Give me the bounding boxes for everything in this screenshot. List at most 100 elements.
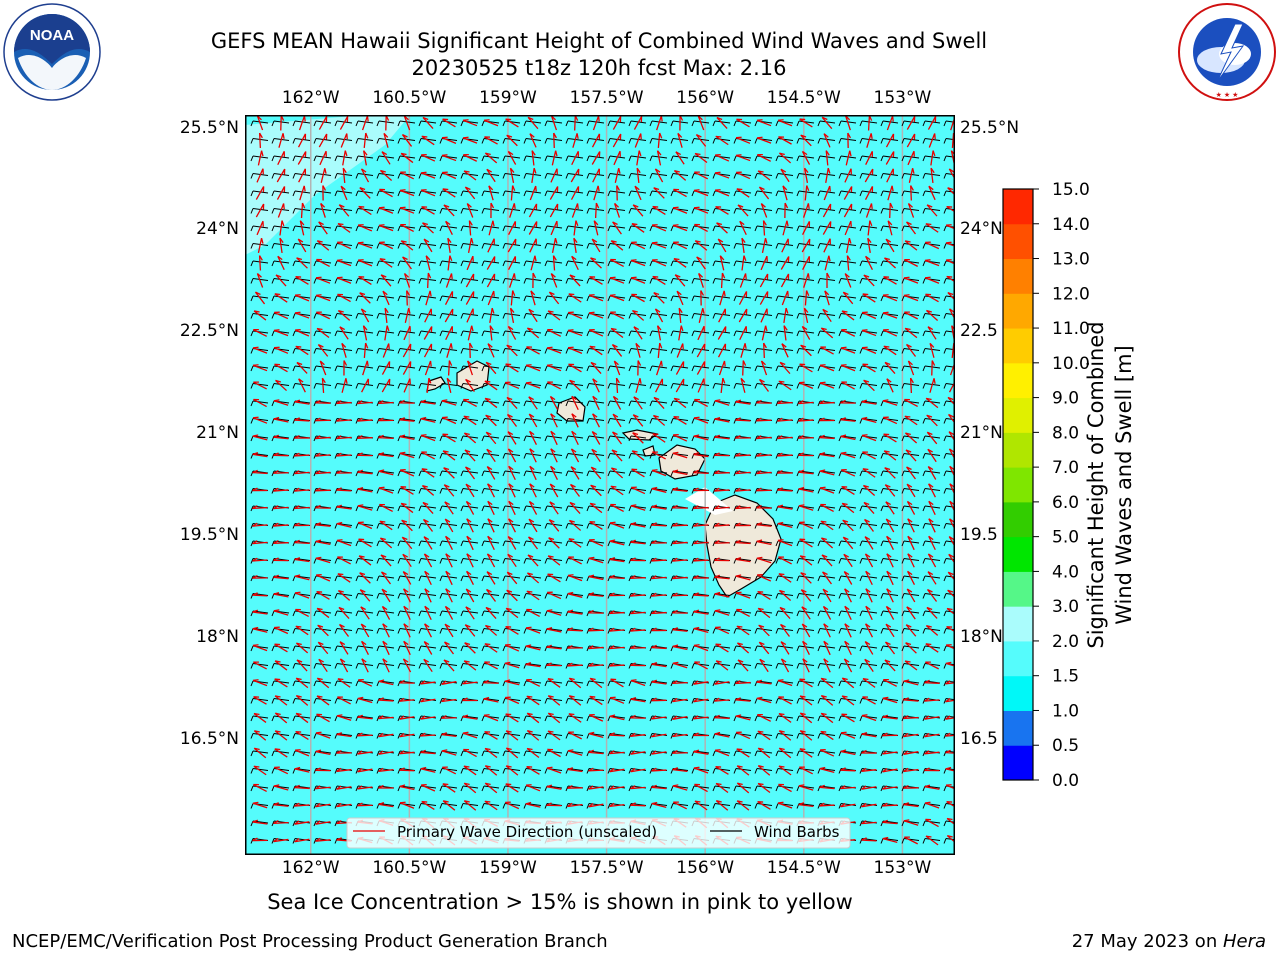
wave-arrow — [799, 748, 813, 758]
wave-arrow — [757, 590, 771, 600]
wind-barb — [313, 208, 332, 214]
wave-arrow — [803, 167, 809, 183]
colorbar-bin — [1003, 258, 1033, 294]
wave-arrow — [906, 133, 916, 148]
wave-arrow — [424, 308, 432, 323]
wave-arrow — [672, 206, 688, 214]
wave-arrow — [424, 588, 432, 603]
wave-arrow — [462, 731, 478, 739]
wind-barb — [418, 610, 437, 617]
wave-arrow — [757, 730, 771, 741]
wave-arrow — [318, 116, 328, 130]
wave-arrow — [798, 521, 814, 530]
wave-arrow — [777, 504, 793, 510]
wave-arrow — [380, 554, 392, 567]
wind-barb — [544, 435, 563, 442]
wave-arrow — [778, 730, 792, 741]
wave-arrow — [442, 800, 456, 811]
wave-arrow — [507, 448, 517, 463]
wave-arrow — [631, 309, 645, 321]
wave-arrow — [611, 431, 623, 445]
wind-barb — [607, 400, 626, 407]
wave-arrow — [253, 712, 267, 723]
wind-barb — [922, 593, 941, 599]
wind-barb — [607, 435, 626, 442]
wave-arrow — [885, 238, 895, 253]
wave-arrow — [714, 697, 730, 702]
wind-barb — [859, 645, 878, 652]
wind-barb — [901, 663, 920, 669]
wave-arrow — [714, 434, 730, 440]
wind-barb — [544, 750, 563, 757]
wave-arrow — [256, 220, 264, 236]
wave-arrow — [675, 151, 685, 165]
colorbar-tick-label: 10.0 — [1052, 354, 1090, 374]
wave-arrow — [400, 223, 414, 232]
wave-arrow — [756, 417, 772, 422]
wave-arrow — [741, 255, 747, 271]
wind-barb — [376, 663, 395, 669]
wind-barb — [628, 330, 647, 337]
wave-arrow — [274, 363, 288, 373]
wave-arrow — [882, 294, 898, 302]
wave-arrow — [315, 294, 331, 302]
wind-barb — [817, 575, 836, 582]
wind-barb — [628, 400, 647, 407]
wave-arrow — [904, 327, 918, 339]
wave-arrow — [693, 206, 709, 214]
wind-barb — [460, 383, 479, 389]
wave-arrow — [715, 782, 729, 794]
wind-barb — [712, 120, 731, 127]
wind-barb — [922, 540, 941, 547]
wind-barb — [418, 505, 437, 512]
wave-arrow — [672, 644, 688, 651]
wind-barb — [502, 628, 521, 634]
wave-arrow — [300, 202, 306, 219]
wind-barb — [439, 593, 458, 599]
wind-barb — [397, 645, 416, 652]
wave-arrow — [483, 119, 499, 127]
wave-arrow — [845, 115, 851, 131]
wave-arrow — [693, 416, 709, 424]
wave-arrow — [714, 609, 730, 616]
wave-arrow — [756, 556, 772, 564]
wave-arrow — [588, 574, 604, 581]
wave-arrow — [882, 767, 898, 773]
lat-label-left: 24°N — [196, 219, 239, 240]
wave-arrow — [609, 662, 625, 667]
wave-arrow — [572, 133, 579, 148]
wave-arrow — [275, 379, 287, 392]
wave-arrow — [399, 171, 415, 180]
wave-arrow — [715, 206, 729, 215]
wave-arrow — [777, 400, 793, 405]
wind-barb — [523, 453, 542, 459]
wave-arrow — [844, 273, 852, 288]
wave-arrow — [884, 467, 896, 479]
colorbar-tick-label: 15.0 — [1052, 180, 1090, 200]
lat-label-right: 21°N — [960, 423, 1003, 444]
wave-arrow — [735, 154, 751, 162]
wave-arrow — [928, 535, 936, 551]
wave-arrow — [463, 660, 477, 671]
wind-barb — [439, 505, 458, 512]
wind-barb — [523, 540, 542, 547]
wind-barb — [250, 750, 269, 757]
lat-label-left: 16.5°N — [179, 728, 239, 749]
wave-arrow — [883, 433, 897, 443]
wave-arrow — [651, 767, 667, 772]
wind-barb — [439, 225, 458, 232]
wave-arrow — [489, 325, 494, 341]
wind-barb — [502, 418, 521, 424]
wave-arrow — [696, 361, 706, 375]
wave-arrow — [589, 345, 603, 356]
wave-arrow — [820, 712, 834, 724]
wave-arrow — [861, 329, 877, 337]
wave-arrow — [279, 220, 285, 236]
wave-arrow — [693, 732, 709, 737]
wave-arrow — [274, 730, 288, 741]
wave-arrow — [842, 519, 854, 532]
wave-arrow — [382, 343, 390, 358]
wave-arrow — [378, 400, 394, 405]
wave-arrow — [903, 276, 919, 284]
wave-arrow — [799, 363, 813, 373]
